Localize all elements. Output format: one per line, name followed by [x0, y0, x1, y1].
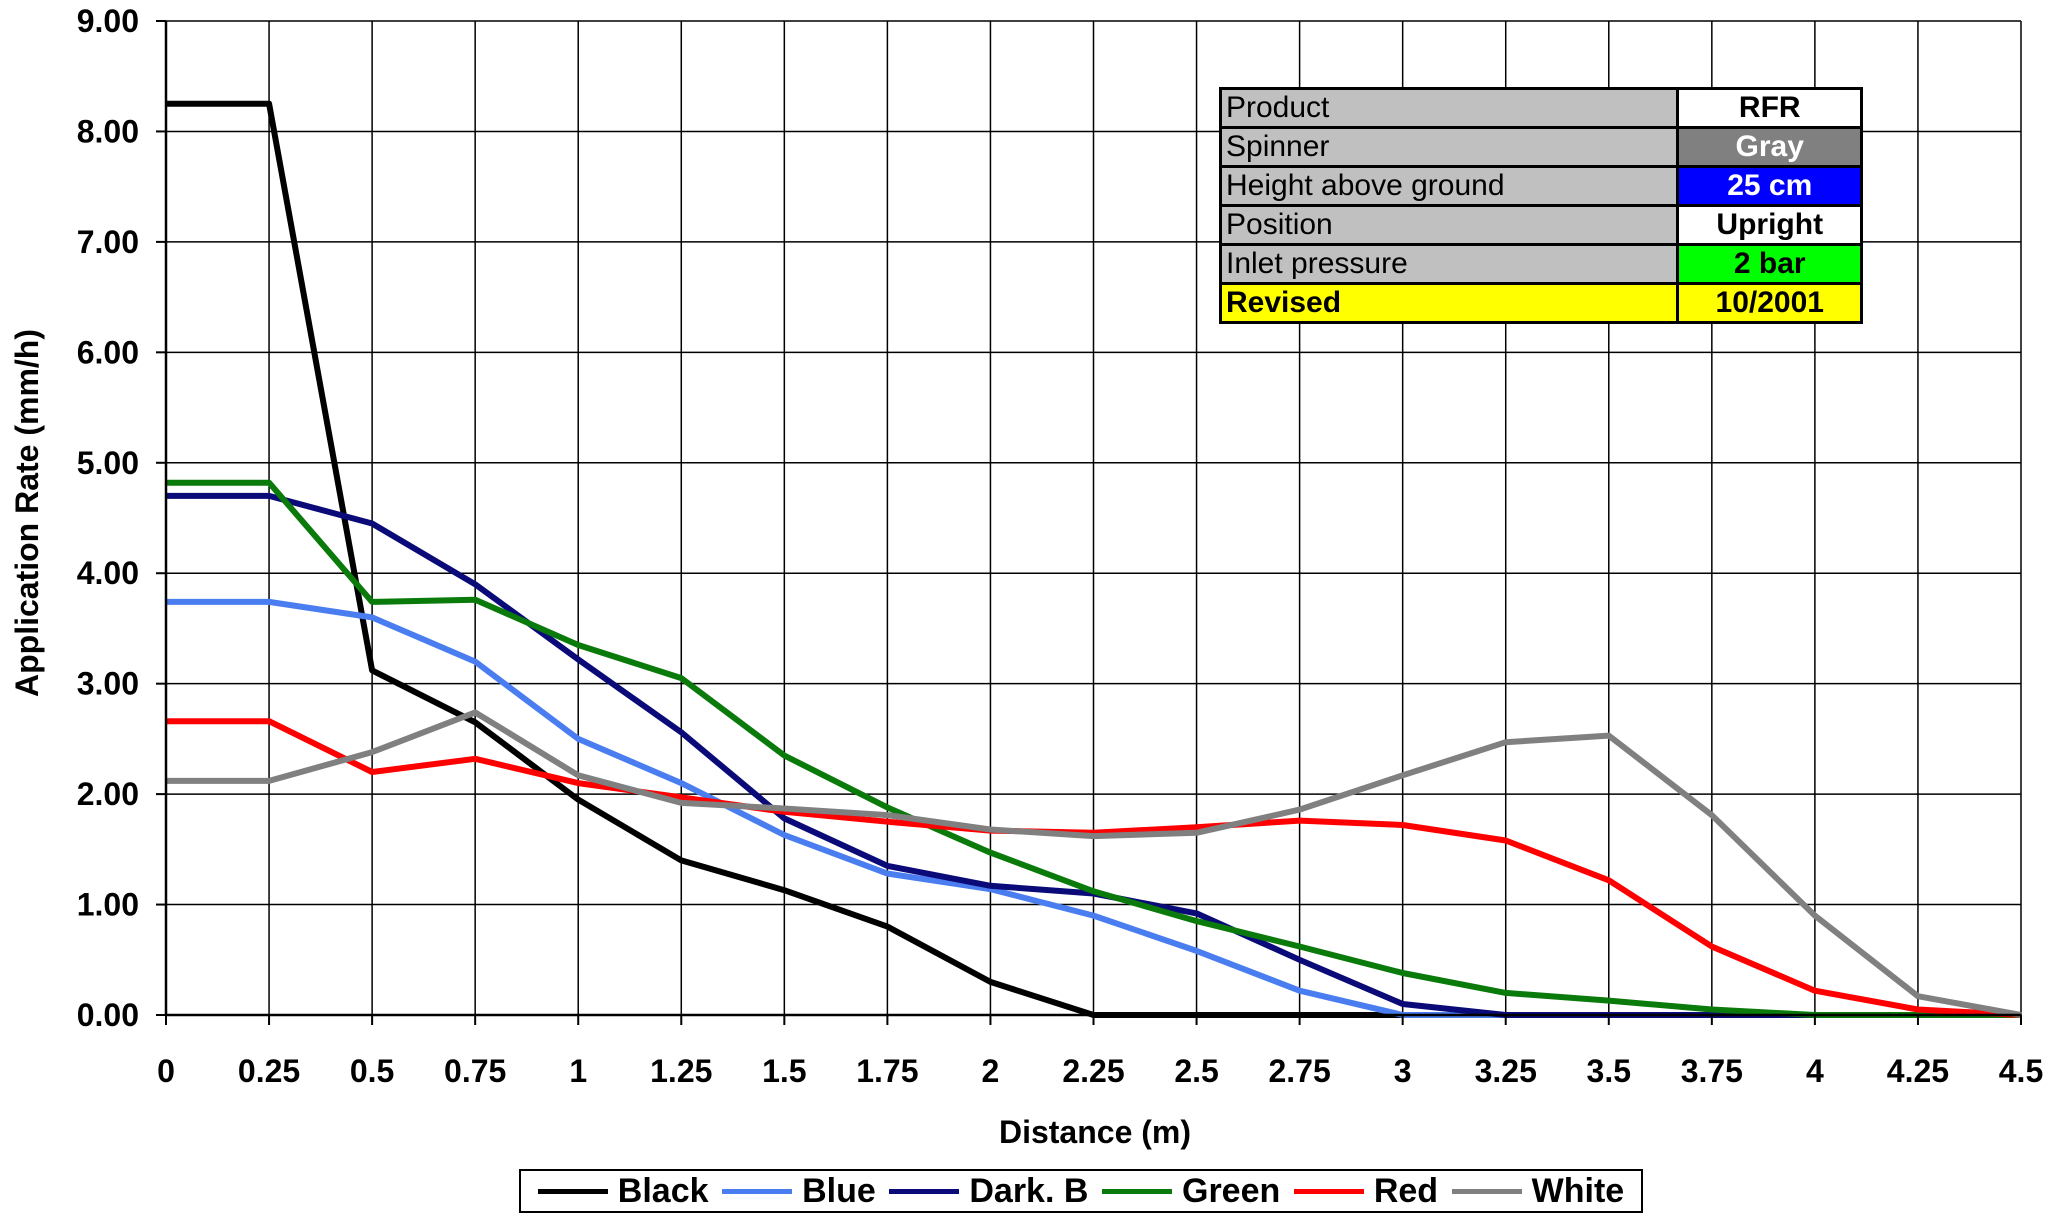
legend-label: Green — [1182, 1171, 1281, 1210]
info-row: Position Upright — [1218, 204, 1863, 246]
x-tick-label: 2.5 — [1174, 1053, 1218, 1089]
info-value: 10/2001 — [1676, 282, 1863, 324]
legend-swatch — [1102, 1188, 1172, 1194]
y-tick-label: 0.00 — [77, 997, 139, 1033]
y-tick-label: 9.00 — [77, 3, 139, 39]
axes — [156, 20, 2022, 1025]
info-label: Height above ground — [1218, 165, 1680, 207]
tick-labels: 0 0.25 0.5 0.75 1 1.25 1.5 1.75 2 2.25 2.5 2.75 3 3.2… — [77, 3, 2044, 1089]
x-tick-label: 0.5 — [350, 1053, 394, 1089]
info-label: Product — [1218, 87, 1680, 129]
legend-item: White — [1451, 1171, 1625, 1211]
legend-label: Red — [1373, 1171, 1439, 1210]
legend-item: Blue — [722, 1172, 876, 1211]
info-value: RFR — [1676, 87, 1863, 129]
x-tick-label: 3.5 — [1587, 1053, 1631, 1089]
series-line-white — [166, 709, 2022, 1018]
x-tick-label: 2.25 — [1062, 1053, 1124, 1089]
info-row: Height above ground 25 cm — [1218, 165, 1863, 207]
info-label: Position — [1218, 204, 1680, 246]
x-tick-label: 3.75 — [1681, 1053, 1743, 1089]
info-row: Spinner Gray — [1218, 126, 1863, 168]
x-tick-label: 4.5 — [1999, 1053, 2043, 1089]
x-tick-label: 1 — [569, 1053, 587, 1089]
legend-label: Dark. B — [969, 1171, 1089, 1210]
x-tick-label: 3 — [1394, 1053, 1412, 1089]
info-value: Upright — [1676, 204, 1863, 246]
legend: Black Blue Dark. B Green Red White — [519, 1169, 1643, 1213]
legend-swatch — [537, 1188, 608, 1194]
y-tick-label: 3.00 — [77, 666, 139, 702]
x-tick-label: 0.75 — [444, 1053, 506, 1089]
legend-swatch — [889, 1188, 960, 1194]
y-tick-label: 8.00 — [77, 113, 139, 149]
x-tick-label: 1.75 — [856, 1053, 918, 1089]
legend-swatch — [1293, 1188, 1364, 1194]
info-row: Product RFR — [1218, 87, 1863, 129]
info-row: Inlet pressure 2 bar — [1218, 243, 1863, 285]
info-table: Product RFR Spinner Gray Height above ground… — [1218, 87, 1863, 324]
legend-item: Black — [537, 1171, 709, 1211]
x-tick-label: 2.75 — [1268, 1053, 1330, 1089]
y-tick-label: 7.00 — [77, 224, 139, 260]
y-tick-label: 2.00 — [77, 776, 139, 812]
y-axis-title: Application Rate (mm/h) — [9, 329, 45, 697]
y-tick-label: 1.00 — [77, 887, 139, 923]
x-tick-label: 0.25 — [238, 1053, 300, 1089]
x-axis-title: Distance (m) — [999, 1114, 1191, 1150]
info-value: Gray — [1676, 126, 1863, 168]
legend-label: Blue — [802, 1171, 876, 1210]
y-tick-label: 6.00 — [77, 334, 139, 370]
x-tick-label: 4.25 — [1887, 1053, 1949, 1089]
legend-label: White — [1531, 1171, 1625, 1210]
legend-item: Dark. B — [889, 1172, 1088, 1211]
info-label: Inlet pressure — [1218, 243, 1680, 285]
info-label: Revised — [1218, 282, 1680, 324]
info-value: 25 cm — [1676, 165, 1863, 207]
series-line-red — [166, 718, 2022, 1018]
y-tick-label: 4.00 — [77, 555, 139, 591]
x-tick-label: 4 — [1806, 1053, 1824, 1089]
y-tick-label: 5.00 — [77, 445, 139, 481]
legend-item: Red — [1293, 1171, 1439, 1211]
x-tick-label: 3.25 — [1475, 1053, 1537, 1089]
legend-label: Black — [617, 1171, 709, 1210]
legend-swatch — [722, 1188, 793, 1194]
x-tick-label: 1.25 — [650, 1053, 712, 1089]
x-tick-label: 0 — [157, 1053, 175, 1089]
info-label: Spinner — [1218, 126, 1680, 168]
x-tick-label: 2 — [982, 1053, 1000, 1089]
info-row: Revised 10/2001 — [1218, 282, 1863, 324]
series-line-green — [166, 479, 2021, 1018]
info-value: 2 bar — [1676, 243, 1863, 285]
legend-swatch — [1451, 1188, 1522, 1194]
legend-item: Green — [1102, 1172, 1280, 1211]
x-tick-label: 1.5 — [762, 1053, 806, 1089]
